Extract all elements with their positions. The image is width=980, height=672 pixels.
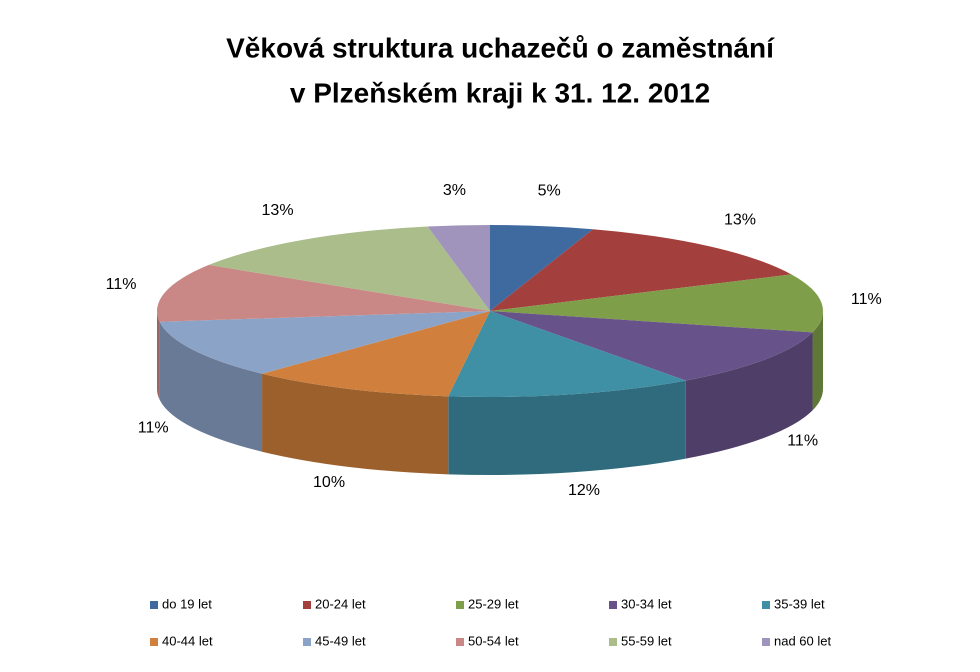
chart-title: v Plzeňském kraji k 31. 12. 2012: [290, 77, 710, 108]
slice: [208, 226, 490, 311]
slice-side: [159, 321, 263, 452]
slice: [490, 311, 813, 381]
legend-swatch: [456, 601, 464, 609]
value-label: 13%: [262, 202, 294, 219]
legend-swatch: [762, 638, 770, 646]
slice-side: [448, 380, 686, 475]
value-label: 11%: [138, 420, 169, 437]
legend-label: 30-34 let: [621, 596, 672, 611]
legend-label: do 19 let: [162, 596, 212, 611]
slice: [427, 225, 490, 311]
value-label: 11%: [787, 433, 818, 450]
legend-label: 25-29 let: [468, 596, 519, 611]
legend-label: 20-24 let: [315, 596, 366, 611]
slice: [157, 264, 491, 322]
legend-label: 55-59 let: [621, 633, 672, 648]
slice-side: [685, 332, 813, 459]
legend-swatch: [150, 601, 158, 609]
chart-title: Věková struktura uchazečů o zaměstnání: [226, 32, 775, 63]
legend-label: 35-39 let: [774, 596, 825, 611]
legend-label: 50-54 let: [468, 633, 519, 648]
slice-side: [157, 311, 160, 400]
legend-swatch: [303, 601, 311, 609]
slice: [159, 311, 491, 374]
slice: [490, 229, 792, 311]
value-label: 12%: [568, 482, 600, 499]
legend-label: 40-44 let: [162, 633, 213, 648]
value-label: 5%: [538, 183, 561, 200]
legend-swatch: [762, 601, 770, 609]
legend-swatch: [456, 638, 464, 646]
slice: [448, 311, 686, 397]
value-label: 10%: [313, 474, 345, 491]
slice-side: [812, 311, 823, 411]
legend-label: 45-49 let: [315, 633, 366, 648]
value-label: 3%: [443, 182, 466, 199]
value-label: 11%: [851, 291, 882, 308]
value-label: 11%: [106, 276, 137, 293]
slice: [490, 225, 593, 311]
legend-swatch: [303, 638, 311, 646]
legend-swatch: [609, 638, 617, 646]
slice-side: [262, 373, 449, 475]
slice: [262, 311, 490, 397]
legend-label: nad 60 let: [774, 633, 831, 648]
value-label: 13%: [724, 211, 756, 228]
legend-swatch: [150, 638, 158, 646]
slice: [490, 274, 823, 333]
legend-swatch: [609, 601, 617, 609]
